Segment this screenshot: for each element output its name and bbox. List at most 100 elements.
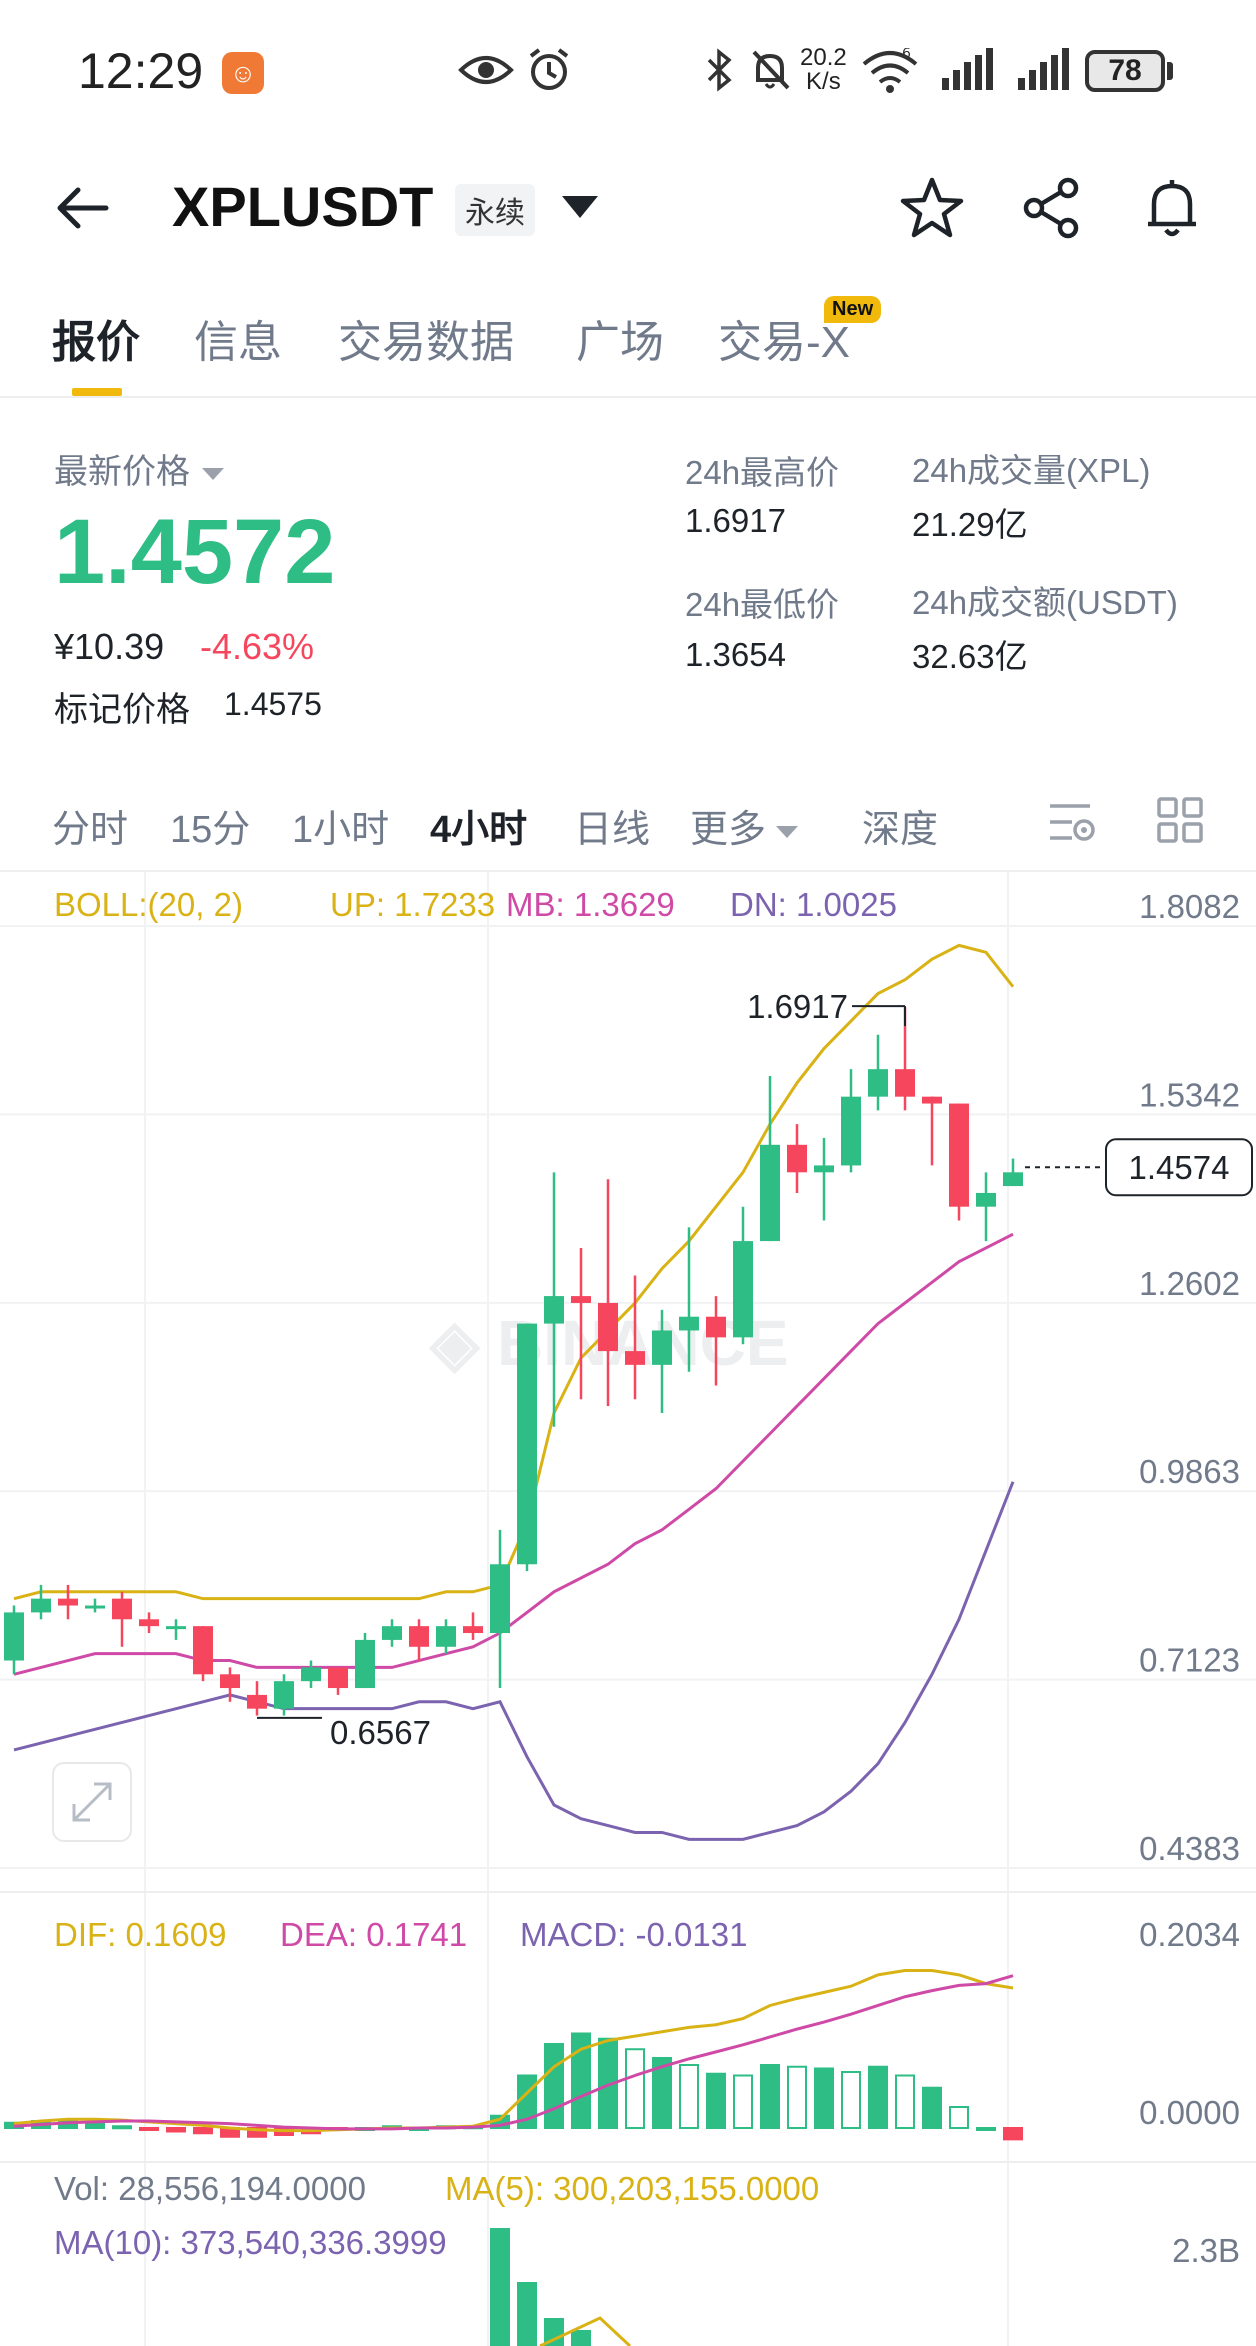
price-change-percent: -4.63% [200, 626, 315, 667]
new-badge: New [824, 296, 882, 323]
high-marker-label: 1.6917 [747, 988, 848, 1025]
high-24h-value: 1.6917 [685, 502, 786, 539]
wifi-icon: 6 [862, 48, 918, 93]
macd-histogram-bar [625, 2048, 645, 2130]
candle [193, 1626, 213, 1682]
interval-time-share[interactable]: 分时 [52, 809, 129, 851]
candle [841, 1069, 861, 1173]
candle-body [625, 1351, 645, 1365]
tab-square[interactable]: 广场 [576, 318, 664, 367]
candle [598, 1179, 618, 1407]
battery-icon: 78 [1085, 50, 1165, 92]
macd-histogram-bar [139, 2127, 159, 2131]
volume-axis-label: 2.3B [1172, 2232, 1240, 2269]
candle-body [463, 1626, 483, 1634]
signal-strength-icon [1018, 48, 1069, 90]
notifications-muted-icon [752, 50, 790, 90]
candle-body [814, 1165, 834, 1173]
expand-chart-button[interactable] [52, 1762, 132, 1842]
candle [463, 1612, 483, 1640]
indicator-settings-icon[interactable] [1046, 798, 1098, 846]
candle [274, 1674, 294, 1716]
volume-bar [571, 2330, 591, 2346]
network-speed: 20.2 K/s [800, 46, 847, 94]
candle-body [355, 1639, 375, 1689]
tab-info[interactable]: 信息 [194, 318, 282, 367]
candle-body [193, 1626, 213, 1675]
layout-grid-icon[interactable] [1156, 796, 1204, 844]
interval-1h[interactable]: 1小时 [292, 809, 390, 851]
caret-down-icon[interactable] [560, 194, 600, 220]
macd-dea: DEA: 0.1741 [280, 1916, 468, 1953]
candle [301, 1660, 321, 1689]
macd-dif: DIF: 0.1609 [54, 1916, 227, 1953]
macd-histogram-bar [733, 2074, 753, 2130]
candle-body [247, 1694, 267, 1709]
current-price-box [1105, 1138, 1253, 1197]
candle [58, 1584, 78, 1620]
latest-price-label[interactable]: 最新价格 [54, 444, 224, 493]
low-24h-label: 24h最低价 [685, 586, 840, 623]
caret-down-icon [202, 468, 224, 481]
candle [85, 1598, 105, 1613]
interval-15m[interactable]: 15分 [170, 809, 251, 851]
candle [976, 1172, 996, 1242]
candle [571, 1247, 591, 1400]
candle-body [895, 1069, 915, 1097]
macd-value: MACD: -0.0131 [520, 1916, 748, 1953]
volume-bar [544, 2318, 564, 2346]
last-price: 1.4572 [54, 501, 336, 603]
candle-body [571, 1296, 591, 1303]
tab-trading-data[interactable]: 交易数据 [338, 318, 514, 367]
boll-up: UP: 1.7233 [330, 886, 496, 923]
candle-body [517, 1323, 537, 1565]
volume-bar [517, 2282, 537, 2346]
macd-dea-line [13, 1974, 1014, 2131]
interval-1d[interactable]: 日线 [574, 809, 651, 851]
status-time: 12:29 [78, 43, 204, 99]
interval-more[interactable]: 更多 [690, 798, 799, 853]
network-speed-value: 20.2 [800, 44, 847, 71]
eye-icon [458, 56, 514, 84]
tab-quote[interactable]: 报价 [52, 318, 140, 367]
perpetual-tag: 永续 [455, 184, 535, 236]
share-icon[interactable] [1020, 176, 1084, 240]
star-icon[interactable] [900, 176, 964, 240]
price-axis-label: 0.4383 [1139, 1830, 1240, 1867]
candle-body [922, 1096, 942, 1104]
volume-bar [490, 2228, 510, 2346]
candle-body [841, 1096, 861, 1166]
interval-4h[interactable]: 4小时 [430, 809, 528, 851]
candle-body [598, 1302, 618, 1352]
candle [544, 1172, 564, 1427]
volume-24h-label: 24h成交量(XPL) [912, 452, 1151, 489]
candle [436, 1619, 456, 1654]
boll-dn-line [13, 1481, 1015, 1841]
macd-histogram-bar [544, 2042, 564, 2129]
candle [247, 1681, 267, 1716]
tab-trade-x[interactable]: 交易-X [718, 318, 850, 367]
turnover-24h-label: 24h成交额(USDT) [912, 584, 1178, 621]
candle [220, 1667, 240, 1702]
macd-histogram-bar [949, 2105, 969, 2130]
macd-histogram-bar [652, 2056, 672, 2130]
bell-icon[interactable] [1140, 176, 1204, 240]
macd-axis-label: 0.2034 [1139, 1916, 1240, 1953]
macd-histogram-bar [706, 2072, 726, 2130]
candle [814, 1137, 834, 1221]
candle [517, 1323, 537, 1572]
candle [166, 1619, 186, 1640]
candle [139, 1612, 159, 1634]
back-arrow-icon[interactable] [52, 178, 112, 238]
depth-tab[interactable]: 深度 [862, 809, 939, 851]
candlestick-chart[interactable]: ◈ BINANCE1.80821.53421.26020.98630.71230… [0, 872, 1256, 2346]
signal-strength-icon [942, 48, 993, 90]
status-bar: 12:29 ☺ 20.2 K/s 6 78 [0, 0, 1256, 140]
symbol-title[interactable]: XPLUSDT [172, 175, 434, 238]
candle-body [490, 1564, 510, 1634]
macd-histogram-bar [166, 2127, 186, 2133]
candle [868, 1034, 888, 1111]
price-axis-label: 1.5342 [1139, 1076, 1240, 1113]
mark-price-value: 1.4575 [224, 686, 322, 722]
battery-tip [1167, 62, 1173, 80]
